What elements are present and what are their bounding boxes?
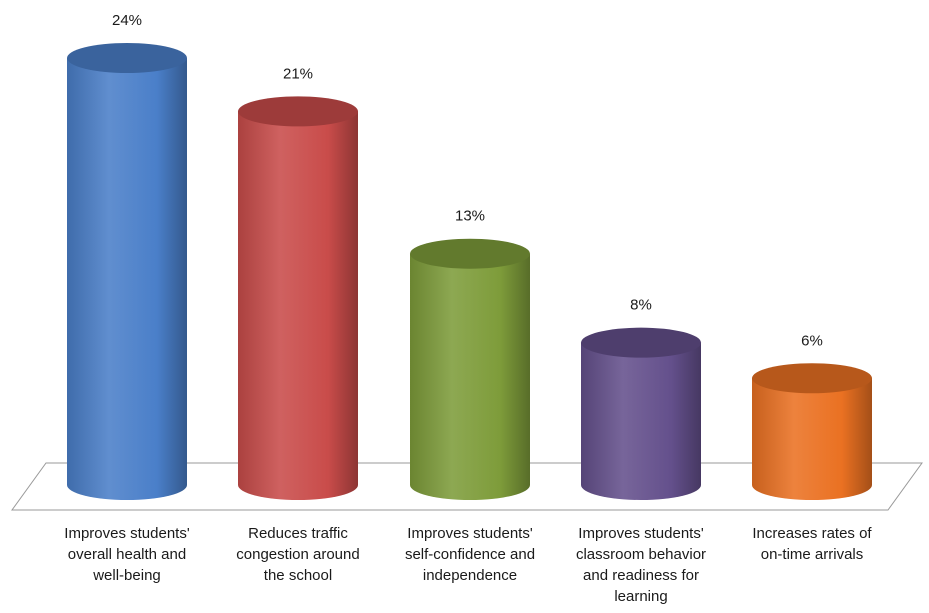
bar-3 [410,253,530,500]
bar-2 [238,111,358,500]
category-label-2: Reduces traffic congestion around the scho… [236,525,359,584]
value-label-4: 8% [630,297,652,314]
category-label-1: Improves students' overall health and well… [64,525,190,584]
bar-4 [581,342,701,500]
category-label-5: Increases rates of on-time arrivals [752,525,872,563]
value-label-3: 13% [455,208,485,225]
category-label-4: Improves students' classroom behavior and … [576,525,706,605]
bar-1 [67,58,187,500]
value-label-1: 24% [112,12,142,29]
bar-5 [752,378,872,500]
bar-top-2 [238,96,358,127]
bar-top-1 [67,43,187,73]
bar-top-5 [752,363,872,394]
value-label-5: 6% [801,332,823,349]
bar-top-3 [410,238,530,269]
category-label-3: Improves students' self-confidence and ind… [405,525,535,584]
bar-top-4 [581,327,701,358]
chart-floor [11,462,923,511]
value-label-2: 21% [283,65,313,82]
